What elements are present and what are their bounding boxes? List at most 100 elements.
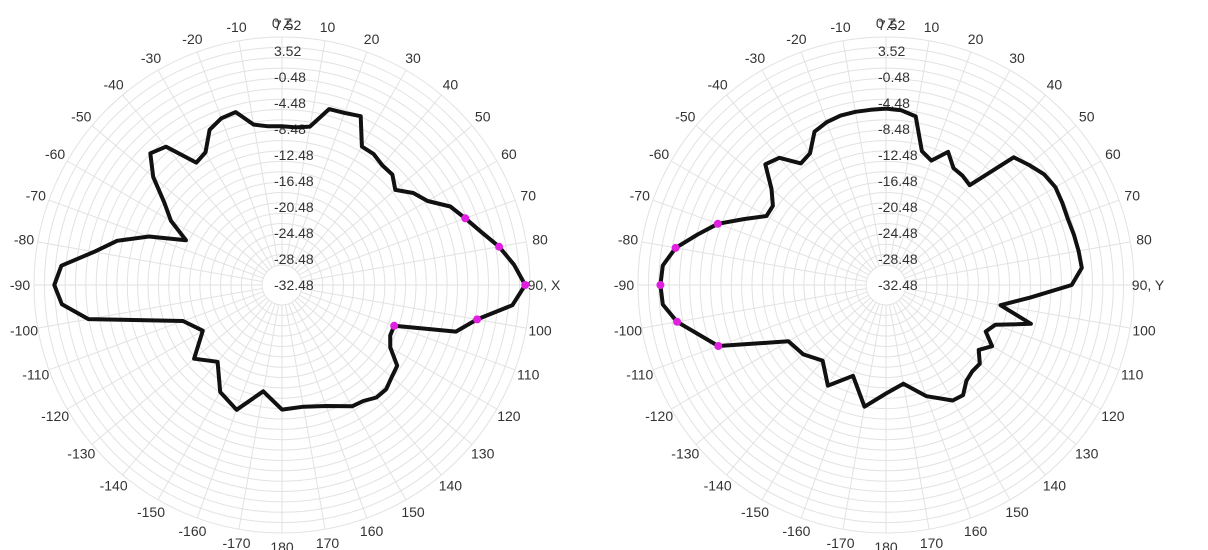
grid-spoke: [37, 241, 263, 282]
grid-spoke: [122, 299, 270, 476]
radial-tick-label: 3.52: [274, 43, 301, 59]
angle-tick-label: -10: [226, 19, 246, 35]
pattern-marker-point: [390, 321, 399, 330]
pattern-marker-point: [671, 243, 680, 252]
angle-tick-label: 0 Z: [272, 15, 293, 31]
pattern-marker-point: [713, 219, 722, 228]
grid-spoke: [91, 297, 268, 445]
grid-spoke: [296, 125, 473, 273]
grid-spoke: [900, 125, 1077, 273]
grid-spoke: [300, 291, 516, 371]
grid-spoke: [288, 303, 368, 519]
pattern-marker-point: [473, 315, 482, 324]
angle-tick-label: 180: [874, 539, 898, 550]
angle-tick-label: 180: [270, 539, 294, 550]
radial-tick-label: -4.48: [274, 95, 306, 111]
grid-spoke: [66, 294, 265, 410]
angle-tick-label: 90, Y: [1132, 277, 1165, 293]
grid-spoke: [903, 160, 1102, 276]
radial-tick-label: -24.48: [274, 225, 314, 241]
radial-tick-label: -32.48: [878, 277, 918, 293]
angle-tick-label: 10: [924, 19, 940, 35]
angle-tick-label: 20: [968, 31, 984, 47]
polar-grid: [637, 36, 1135, 534]
grid-spoke: [157, 69, 273, 268]
grid-spoke: [726, 94, 874, 271]
grid-spoke: [91, 125, 268, 273]
angle-tick-label: -110: [22, 367, 49, 383]
radial-tick-label: -24.48: [878, 225, 918, 241]
grid-spoke: [48, 291, 264, 371]
grid-spoke: [800, 303, 880, 519]
grid-spoke: [889, 304, 930, 530]
grid-spoke: [889, 40, 930, 266]
radiation-pattern-line: [52, 107, 528, 412]
grid-spoke: [288, 51, 368, 267]
grid-spoke: [898, 299, 1046, 476]
angle-tick-label: 160: [964, 523, 988, 539]
polar-plot-left: 0 Z 10 20 30 40 50 60 70 80 90, X 100 110 120 130 140 1…: [10, 15, 561, 550]
radial-tick-label: 3.52: [878, 43, 905, 59]
angle-tick-label: -170: [826, 535, 854, 550]
grid-spoke: [842, 40, 883, 266]
grid-spoke: [761, 302, 877, 501]
angle-tick-label: 140: [439, 478, 463, 494]
angle-tick-label: -70: [630, 187, 650, 203]
grid-spoke: [291, 69, 407, 268]
grid-spoke: [285, 304, 326, 530]
angle-tick-label: 120: [497, 408, 521, 424]
angle-tick-label: 0 Z: [876, 15, 897, 31]
radial-tick-label: -0.48: [274, 69, 306, 85]
angle-tick-label: -150: [741, 504, 769, 520]
angle-tick-label: -60: [649, 146, 669, 162]
angle-tick-label: -160: [178, 523, 206, 539]
radial-tick-label: 7.52: [274, 17, 301, 33]
grid-spoke: [196, 51, 276, 267]
grid-spoke: [238, 304, 279, 530]
angle-tick-label: 90, X: [528, 277, 561, 293]
grid-spoke: [157, 302, 273, 501]
angle-tick-label: -120: [41, 408, 69, 424]
grid-spoke: [122, 94, 270, 271]
angle-tick-label: 140: [1043, 478, 1067, 494]
angle-tick-label: 130: [471, 445, 495, 461]
radial-tick-label: -16.48: [878, 173, 918, 189]
grid-spoke: [299, 160, 498, 276]
angle-tick-label: 80: [532, 232, 548, 248]
grid-spoke: [761, 69, 877, 268]
angle-tick-label: -20: [786, 31, 806, 47]
angle-tick-label: 70: [520, 187, 536, 203]
angle-tick-label: 110: [1121, 367, 1144, 383]
angle-tick-label: -90: [614, 277, 634, 293]
grid-spoke: [842, 304, 883, 530]
angle-tick-label: -40: [103, 76, 123, 92]
radial-tick-label: -0.48: [878, 69, 910, 85]
polar-plot-right: 0 Z 10 20 30 40 50 60 70 80 90, Y 100 110 120 130 140 1…: [614, 15, 1165, 550]
angle-tick-label: -80: [618, 232, 638, 248]
angle-tick-label: -90: [10, 277, 30, 293]
angle-tick-label: 150: [1005, 504, 1029, 520]
angle-tick-label: 80: [1136, 232, 1152, 248]
grid-spoke: [299, 294, 498, 410]
angle-tick-label: -50: [675, 109, 695, 125]
grid-spoke: [892, 303, 972, 519]
angle-tick-label: 60: [501, 146, 517, 162]
angle-tick-label: -10: [830, 19, 850, 35]
grid-spoke: [296, 297, 473, 445]
angle-tick-label: 100: [528, 323, 552, 339]
grid-spoke: [695, 297, 872, 445]
angle-tick-label: -30: [141, 50, 161, 66]
angle-tick-label: -60: [45, 146, 65, 162]
angle-tick-label: 150: [401, 504, 425, 520]
angle-tick-label: -80: [14, 232, 34, 248]
grid-spoke: [726, 299, 874, 476]
angle-tick-label: -70: [26, 187, 46, 203]
grid-spoke: [800, 51, 880, 267]
pattern-marker-point: [656, 281, 665, 289]
grid-spoke: [900, 297, 1077, 445]
angle-tick-label: 130: [1075, 445, 1099, 461]
angle-tick-label: 30: [405, 50, 421, 66]
angle-tick-label: -140: [704, 478, 732, 494]
angle-tick-label: 30: [1009, 50, 1025, 66]
grid-spoke: [905, 241, 1131, 282]
